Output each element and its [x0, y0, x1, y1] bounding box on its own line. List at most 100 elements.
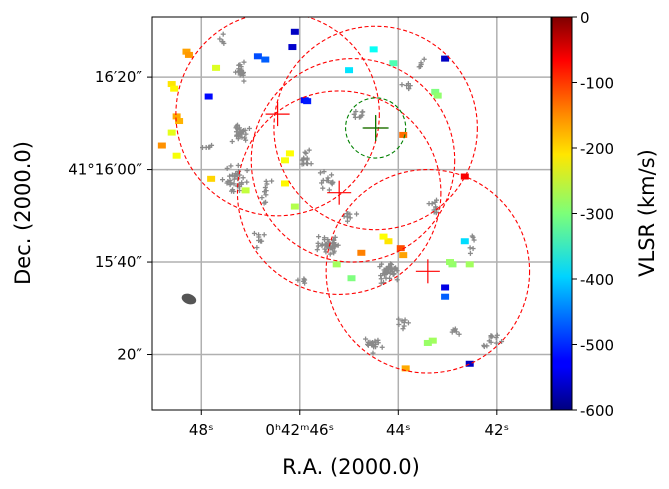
- gray-emission-pixel: [347, 215, 353, 221]
- gray-emission-pixel: [351, 111, 357, 117]
- velocity-point: [433, 92, 442, 99]
- gray-emission-pixel: [370, 350, 376, 356]
- velocity-point: [379, 233, 388, 240]
- gray-emission-pixel: [456, 331, 462, 337]
- gray-emission-pixel: [251, 230, 257, 236]
- field-5-circle: [325, 169, 531, 374]
- gray-emission-pixel: [254, 245, 260, 251]
- velocity-point: [431, 88, 440, 95]
- gray-emission-pixel: [224, 180, 230, 186]
- gray-emission-pixel: [262, 185, 268, 191]
- velocity-point: [172, 113, 181, 120]
- gray-emission-pixel: [217, 36, 223, 42]
- gray-emission-pixel: [331, 237, 337, 243]
- velocity-point: [347, 275, 356, 282]
- gray-emission-pixel: [229, 172, 235, 178]
- gray-emission-pixel: [467, 245, 473, 251]
- gray-emission-pixel: [396, 316, 402, 322]
- gray-emission-pixel: [488, 339, 494, 345]
- gray-emission-pixel: [229, 139, 235, 145]
- gray-emission-pixel: [391, 265, 397, 271]
- colorbar: 0 -100 -200 -300 -400 -500 -600 VLSR (km/s): [551, 9, 659, 420]
- velocity-point: [446, 259, 455, 266]
- velocity-point: [288, 44, 297, 51]
- field-5-cross: [415, 259, 440, 284]
- velocity-point: [261, 56, 270, 63]
- colorbar-gradient: [551, 16, 573, 411]
- gray-emission-pixel: [434, 197, 440, 203]
- gray-emission-pixel: [246, 125, 252, 131]
- gray-emission-pixel: [400, 326, 406, 332]
- gray-emission-pixel: [316, 234, 322, 240]
- gray-emission-pixel: [244, 168, 250, 174]
- gray-emission-pixel: [256, 237, 262, 243]
- gray-emission-pixel: [235, 122, 241, 128]
- gray-emission-pixel: [240, 128, 246, 134]
- velocity-point: [396, 245, 405, 252]
- gray-emission-pixel: [383, 275, 389, 281]
- gray-emission-pixel: [228, 163, 234, 169]
- x-tick-label: 48ˢ: [189, 421, 214, 439]
- gray-emission-pixel: [319, 180, 325, 186]
- gray-emission-pixel: [418, 61, 424, 67]
- velocity-point: [384, 238, 393, 245]
- velocity-point: [184, 51, 193, 58]
- gray-emission-pixel: [379, 344, 385, 350]
- velocity-point: [290, 203, 299, 210]
- target-cross: [362, 114, 389, 141]
- gray-emission-pixel: [377, 264, 383, 270]
- gray-emission-pixel: [367, 339, 373, 345]
- velocity-point: [345, 67, 354, 74]
- colorbar-tick-label: -300: [580, 206, 614, 224]
- gray-emission-pixel: [387, 265, 393, 271]
- velocity-point: [253, 53, 262, 60]
- velocity-point: [172, 152, 181, 159]
- y-ticks: 20″ 15′40″ 41°16′00″ 16′20″: [68, 68, 152, 364]
- velocity-point: [399, 131, 408, 138]
- gray-emission-pixel: [301, 278, 307, 284]
- gray-emission-pixel: [331, 248, 337, 254]
- gray-emission-pixel: [389, 262, 395, 268]
- colorbar-tick-label: -100: [580, 75, 614, 93]
- gray-emission-pixel: [329, 172, 335, 178]
- gray-emission-pixel: [300, 156, 306, 162]
- gray-emission-pixel: [314, 247, 320, 253]
- gray-emission-pixel: [233, 69, 239, 75]
- velocity-point: [441, 55, 450, 62]
- velocity-point: [460, 238, 469, 245]
- field-2-circle: [273, 25, 478, 231]
- gray-emission-pixel: [329, 181, 335, 187]
- gray-emission-pixel: [383, 269, 389, 275]
- gray-emission-pixel: [401, 320, 407, 326]
- velocity-point: [204, 93, 213, 100]
- annotation-layer: [181, 293, 197, 305]
- velocity-point: [170, 85, 179, 92]
- gray-emission-pixel: [433, 204, 439, 210]
- gray-emission-pixel: [220, 39, 226, 45]
- beam-ellipse: [181, 293, 197, 305]
- gray-emission-pixel: [315, 243, 321, 249]
- colorbar-ticks: 0 -100 -200 -300 -400 -500 -600: [572, 9, 614, 420]
- velocity-point: [175, 118, 184, 125]
- x-ticks: 48ˢ 0ʰ42ᵐ46ˢ 44ˢ 42ˢ: [189, 410, 509, 439]
- velocity-point: [399, 252, 408, 259]
- gray-emission-pixel: [471, 237, 477, 243]
- gray-emission-pixel: [263, 178, 269, 184]
- gray-emission-pixel: [332, 234, 338, 240]
- x-tick-label: 44ˢ: [386, 421, 411, 439]
- gray-emission-pixel: [407, 83, 413, 89]
- gray-emission-pixel: [326, 239, 332, 245]
- gray-emission-pixel: [320, 185, 326, 191]
- velocity-point: [207, 175, 216, 182]
- velocity-point: [369, 46, 378, 53]
- gray-emission-pixel: [319, 241, 325, 247]
- gray-emission-pixel: [331, 242, 337, 248]
- gray-emission-pixel: [259, 195, 265, 201]
- gray-emission-pixel: [321, 237, 327, 243]
- y-tick-label: 16′20″: [95, 68, 143, 86]
- velocity-point: [285, 150, 294, 157]
- gray-emission-pixel: [493, 335, 499, 341]
- field-1-circle: [175, 17, 380, 217]
- gray-emission-pixel: [370, 342, 376, 348]
